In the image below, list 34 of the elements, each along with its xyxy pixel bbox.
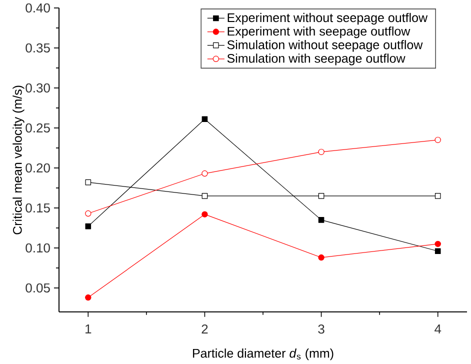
x-tick-label: 1: [86, 324, 92, 334]
point: [318, 193, 324, 199]
x-axis-title: Particle diameter d$_{s}$ (mm): [193, 348, 334, 360]
point: [434, 248, 441, 254]
point: [202, 193, 208, 199]
x-tick-label: 4: [434, 324, 442, 334]
y-axis-title: Critical mean velocity (m/s): [12, 86, 24, 234]
point: [85, 179, 92, 186]
point: [434, 136, 441, 144]
y-tick-label: 0.25: [26, 123, 50, 133]
point: [318, 254, 324, 261]
y-tick-label: 0.05: [26, 283, 50, 293]
x-tick-label: 2: [202, 324, 208, 334]
y-tick-label: 0.30: [26, 83, 50, 93]
point: [202, 211, 208, 218]
point: [434, 240, 441, 248]
y-tick-label: 0.40: [26, 3, 50, 13]
point: [434, 193, 441, 199]
legend-label: Experiment with seepage outflow: [228, 26, 410, 38]
x-tick-label: 3: [318, 324, 324, 334]
point: [202, 170, 208, 177]
y-tick-label: 0.15: [26, 203, 50, 213]
legend-label: Experiment without seepage outflow: [228, 12, 428, 25]
legend-label: Simulation without seepage outflow: [227, 40, 423, 52]
y-tick-label: 0.20: [26, 163, 50, 173]
point: [85, 294, 92, 301]
point: [318, 148, 324, 156]
y-tick-label: 0.10: [26, 243, 50, 253]
point: [202, 116, 208, 122]
y-tick-label: 0.35: [26, 43, 50, 53]
point: [318, 217, 324, 223]
point: [85, 210, 92, 217]
legend-label: Simulation with seepage outflow: [227, 54, 406, 66]
point: [85, 223, 92, 230]
